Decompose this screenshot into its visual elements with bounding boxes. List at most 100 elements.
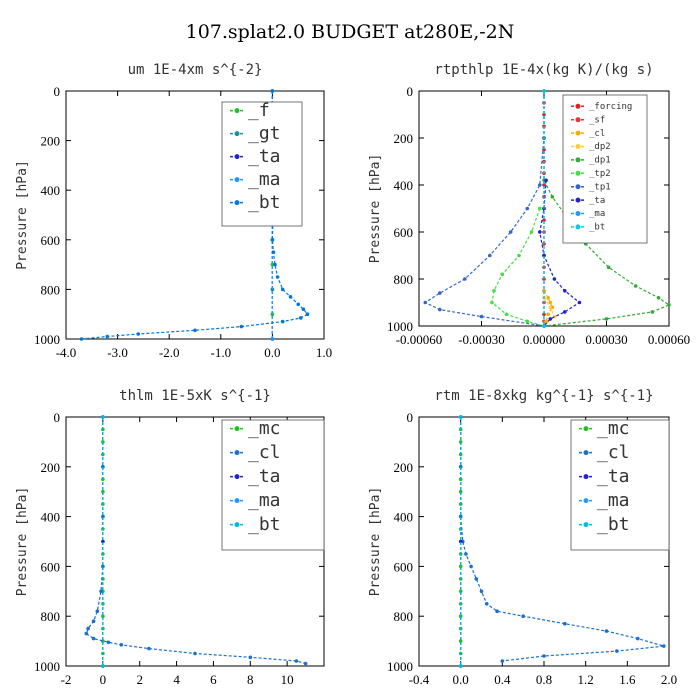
y-tick-label: 400 (41, 510, 61, 525)
data-point (563, 289, 567, 293)
data-point (469, 564, 473, 569)
data-point (101, 440, 105, 444)
legend-label: _ta (589, 196, 605, 206)
x-tick-label: 1.6 (619, 672, 636, 687)
data-point (662, 644, 666, 648)
panel-title: um 1E-4xm s^{-2} (128, 62, 263, 78)
data-point (273, 262, 277, 267)
x-tick-label: 0.4 (494, 672, 511, 687)
data-point (464, 552, 468, 556)
series-bt (542, 89, 546, 328)
legend-box (570, 419, 670, 551)
panel-title: rtm 1E-8xkg kg^{-1} s^{-1} (434, 388, 653, 404)
series-ta (538, 178, 582, 328)
data-point (101, 614, 105, 618)
legend-box (221, 419, 325, 551)
panel-4: rtm 1E-8xkg kg^{-1} s^{-1} Pressure [hPa]… (368, 388, 677, 687)
legend-label: _tp2 (589, 169, 611, 179)
panel-3: thlm 1E-5xK s^{-1} Pressure [hPa] -2 0 2 4 6 8 1… (15, 388, 325, 687)
x-tick-label: 1.0 (316, 345, 332, 360)
data-point (458, 664, 463, 668)
y-tick-label: 400 (41, 183, 61, 198)
data-point (296, 302, 301, 307)
legend-label: _mc (248, 418, 281, 439)
legend-swatch-marker (234, 200, 240, 206)
data-point (633, 284, 638, 288)
legend: _f_gt_ta_ma_bt (221, 100, 303, 227)
data-point (301, 307, 306, 312)
data-point (101, 489, 105, 494)
series-bt (101, 415, 105, 668)
data-point (544, 319, 548, 324)
legend-label: _dp2 (589, 142, 611, 152)
y-tick-label: 0 (54, 84, 61, 99)
legend-label: _ma (597, 490, 630, 511)
legend-label: _ta (248, 466, 281, 487)
y-axis-label: Pressure [hPa] (368, 487, 383, 597)
x-tick-label: 6 (210, 672, 217, 687)
series-line (460, 417, 664, 662)
y-tick-label: 600 (394, 559, 414, 574)
y-tick-label: 400 (394, 178, 414, 193)
y-tick-label: 800 (394, 272, 414, 287)
data-point (490, 300, 494, 305)
data-point (305, 312, 310, 317)
y-tick-label: 600 (41, 559, 61, 574)
series-cl (458, 415, 666, 663)
y-tick-label: 200 (394, 131, 414, 146)
data-point (538, 183, 542, 187)
data-point (280, 287, 285, 292)
data-point (275, 275, 280, 279)
series-tp2 (490, 206, 546, 328)
data-point (504, 312, 509, 317)
legend-swatch-marker (575, 184, 581, 190)
data-point (500, 272, 505, 277)
data-point (525, 206, 530, 211)
data-point (636, 636, 640, 641)
data-point (147, 646, 151, 651)
x-tick-label: 0.00060 (648, 332, 690, 347)
legend: _forcing _sf _cl _dp2 _dp1 _tp2 _tp1 _ta _ma _bt (562, 94, 648, 244)
data-point (546, 312, 550, 317)
legend-label: _f (248, 100, 270, 121)
data-point (492, 289, 496, 293)
data-point (604, 629, 609, 633)
legend-swatch-marker (583, 522, 589, 528)
data-point (101, 514, 105, 519)
x-tick-label: -2 (61, 672, 72, 687)
legend-label: _mc (597, 418, 630, 439)
legend-swatch-marker (575, 157, 581, 163)
series-line (491, 208, 545, 327)
series-bt (458, 415, 463, 668)
legend-swatch-marker (234, 108, 240, 114)
legend-swatch-marker (234, 474, 240, 480)
y-tick-label: 600 (394, 225, 414, 240)
data-point (136, 332, 140, 336)
data-point (193, 651, 197, 656)
data-point (91, 619, 96, 623)
data-point (458, 514, 463, 519)
series-line (424, 91, 545, 327)
data-point (288, 295, 293, 299)
series-tp1 (423, 89, 546, 328)
y-tick-label: 200 (41, 460, 61, 475)
legend-swatch-marker (575, 117, 581, 123)
legend-swatch-marker (234, 131, 240, 137)
y-tick-label: 800 (41, 282, 61, 297)
data-point (542, 253, 546, 258)
series-line (543, 297, 556, 327)
y-tick-label: 1000 (387, 659, 413, 674)
legend-swatch-marker (575, 130, 581, 136)
plot-frame (65, 90, 325, 340)
legend-swatch-marker (234, 522, 240, 528)
data-point (303, 661, 308, 666)
data-point (294, 659, 299, 663)
panel-2: rtpthlp 1E-4x(kg K)/(kg s) Pressure [hPa]… (368, 62, 690, 347)
data-point (101, 539, 105, 544)
data-point (193, 328, 197, 333)
data-point (667, 303, 671, 307)
panel-1: um 1E-4xm s^{-2} Pressure [hPa] -4.0 -3.0 -2… (15, 62, 332, 360)
legend-label: _cl (597, 442, 630, 463)
legend: _mc _cl _ta _ma _bt (570, 418, 670, 551)
